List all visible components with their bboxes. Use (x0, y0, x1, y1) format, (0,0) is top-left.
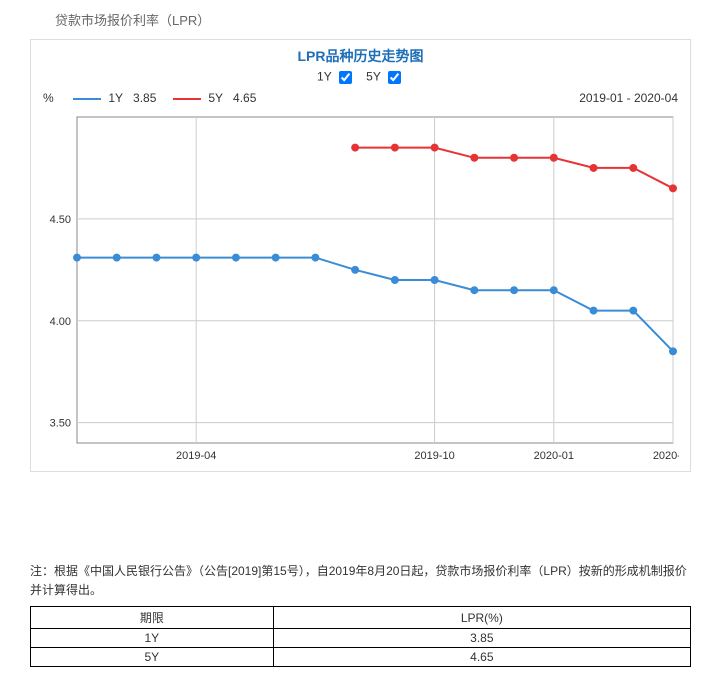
series-toggle-1y-label: 1Y (317, 70, 331, 84)
svg-text:2019-10: 2019-10 (414, 450, 454, 462)
legend-swatch-5y (173, 98, 201, 100)
series-toggle-5y[interactable]: 5Y (366, 68, 404, 87)
table-cell: 3.85 (273, 629, 690, 648)
series-toggle-5y-label: 5Y (366, 70, 380, 84)
table-row: 1Y3.85 (31, 629, 691, 648)
table-row: 5Y4.65 (31, 648, 691, 667)
svg-text:2020-01: 2020-01 (534, 450, 574, 462)
legend-value-5y: 4.65 (233, 91, 256, 105)
series-toggle-5y-checkbox[interactable] (388, 71, 401, 84)
legend-swatch-1y (73, 98, 101, 100)
svg-text:2019-04: 2019-04 (176, 450, 216, 462)
svg-text:3.50: 3.50 (50, 418, 71, 430)
page-title: 贷款市场报价利率（LPR） (0, 0, 721, 39)
table-cell: 1Y (31, 629, 274, 648)
table-cell: 5Y (31, 648, 274, 667)
date-range-label: 2019-01 - 2020-04 (579, 91, 678, 105)
legend-item-1y: 1Y 3.85 (73, 91, 156, 105)
table-col-rate: LPR(%) (273, 607, 690, 629)
series-toggle-row: 1Y 5Y (31, 66, 690, 91)
chart-panel: LPR品种历史走势图 1Y 5Y % 1Y 3.85 5Y 4.65 (30, 39, 691, 472)
chart-plot: 3.504.004.502019-042019-102020-012020-04 (43, 113, 678, 443)
y-axis-unit: % (43, 91, 54, 105)
legend-label-5y: 5Y (208, 91, 223, 105)
footnote: 注：根据《中国人民银行公告》（公告[2019]第15号），自2019年8月20日… (30, 562, 691, 600)
page-root: 贷款市场报价利率（LPR） LPR品种历史走势图 1Y 5Y % 1Y 3.85 (0, 0, 721, 667)
svg-text:4.00: 4.00 (50, 316, 71, 328)
table-col-term: 期限 (31, 607, 274, 629)
chart-meta-row: % 1Y 3.85 5Y 4.65 2019-01 - 2020-04 (43, 91, 678, 109)
table-header-row: 期限 LPR(%) (31, 607, 691, 629)
svg-text:4.50: 4.50 (50, 214, 71, 226)
series-toggle-1y[interactable]: 1Y (317, 68, 355, 87)
chart-svg: 3.50 4.00 4.50 2019-04 2019-10 2020-01 2020-04 (43, 113, 679, 471)
svg-text:2020-04: 2020-04 (653, 450, 679, 462)
table-cell: 4.65 (273, 648, 690, 667)
lpr-table: 期限 LPR(%) 1Y3.855Y4.65 (30, 606, 691, 667)
series-toggle-1y-checkbox[interactable] (339, 71, 352, 84)
legend-value-1y: 3.85 (133, 91, 156, 105)
chart-title: LPR品种历史走势图 (31, 40, 690, 66)
legend-label-1y: 1Y (108, 91, 123, 105)
legend-item-5y: 5Y 4.65 (173, 91, 256, 105)
